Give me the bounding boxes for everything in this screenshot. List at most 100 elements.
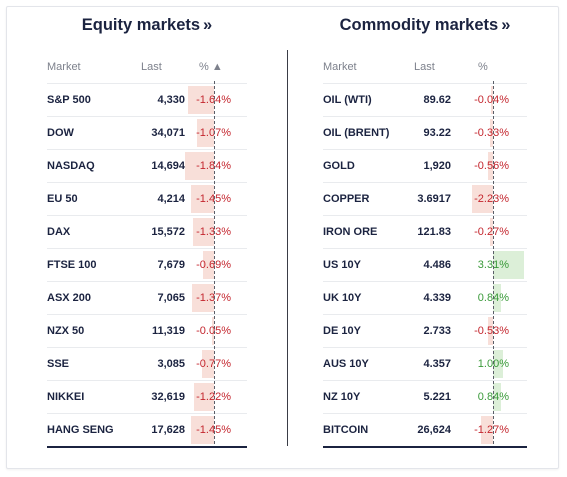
zero-reference-line xyxy=(493,81,494,444)
market-name: GOLD xyxy=(323,160,355,172)
table-row[interactable]: ASX 200 7,065 -1.37% xyxy=(47,281,247,314)
table-row[interactable]: NZ 10Y 5.221 0.84% xyxy=(323,380,527,413)
percent-change: -0.77% xyxy=(196,358,231,370)
change-bar xyxy=(490,218,493,246)
change-bar xyxy=(493,251,525,279)
percent-change: -0.27% xyxy=(474,226,509,238)
market-name: HANG SENG xyxy=(47,424,114,436)
table-row[interactable]: FTSE 100 7,679 -0.69% xyxy=(47,248,247,281)
column-last-header: Last xyxy=(141,61,162,73)
table-row[interactable]: DAX 15,572 -1.33% xyxy=(47,215,247,248)
commodity-markets-link[interactable]: Commodity markets» xyxy=(323,16,527,35)
panel-divider xyxy=(287,50,288,446)
commodity-markets-title: Commodity markets xyxy=(339,16,499,34)
commodity-table-body: OIL (WTI) 89.62 -0.04% OIL (BRENT) 93.22 -0.3… xyxy=(323,81,527,448)
market-name: NZ 10Y xyxy=(323,391,361,403)
market-name: AUS 10Y xyxy=(323,358,369,370)
table-row[interactable]: US 10Y 4.486 3.31% xyxy=(323,248,527,281)
table-row[interactable]: BITCOIN 26,624 -1.27% xyxy=(323,413,527,446)
equity-markets-title: Equity markets xyxy=(81,16,201,34)
change-bar xyxy=(471,185,493,213)
market-name: DAX xyxy=(47,226,71,238)
percent-change: -1.27% xyxy=(474,424,509,436)
column-market-header: Market xyxy=(323,61,357,73)
change-bar xyxy=(491,86,493,114)
percent-change: -0.53% xyxy=(474,325,509,337)
last-value: 26,624 xyxy=(417,424,451,436)
table-row[interactable]: HANG SENG 17,628 -1.45% xyxy=(47,413,247,446)
last-value: 11,319 xyxy=(151,325,185,337)
last-value: 4.357 xyxy=(423,358,451,370)
percent-change: 0.84% xyxy=(477,391,509,403)
market-name: US 10Y xyxy=(323,259,361,271)
commodity-table-header: Market Last % xyxy=(323,53,527,83)
table-row[interactable]: UK 10Y 4.339 0.84% xyxy=(323,281,527,314)
last-value: 32,619 xyxy=(151,391,185,403)
table-row[interactable]: OIL (BRENT) 93.22 -0.33% xyxy=(323,116,527,149)
table-row[interactable]: S&P 500 4,330 -1.64% xyxy=(47,83,247,116)
market-name: OIL (WTI) xyxy=(323,94,372,106)
last-value: 3,085 xyxy=(157,358,185,370)
percent-change: -2.23% xyxy=(474,193,509,205)
last-value: 3.6917 xyxy=(417,193,451,205)
market-name: IRON ORE xyxy=(323,226,378,238)
percent-change: -1.07% xyxy=(196,127,231,139)
market-name: DOW xyxy=(47,127,74,139)
change-bar xyxy=(187,86,214,114)
change-bar xyxy=(489,119,493,147)
change-bar xyxy=(493,383,501,411)
change-bar xyxy=(190,416,214,444)
table-row[interactable]: IRON ORE 121.83 -0.27% xyxy=(323,215,527,248)
table-row[interactable]: OIL (WTI) 89.62 -0.04% xyxy=(323,83,527,116)
last-value: 2.733 xyxy=(423,325,451,337)
table-row[interactable]: DE 10Y 2.733 -0.53% xyxy=(323,314,527,347)
market-name: DE 10Y xyxy=(323,325,361,337)
market-name: ASX 200 xyxy=(47,292,92,304)
last-value: 93.22 xyxy=(423,127,451,139)
table-row[interactable]: SSE 3,085 -0.77% xyxy=(47,347,247,380)
change-bar xyxy=(487,152,493,180)
percent-change: 0.84% xyxy=(477,292,509,304)
last-value: 7,679 xyxy=(157,259,185,271)
percent-change: -1.33% xyxy=(196,226,231,238)
market-name: NASDAQ xyxy=(47,160,95,172)
table-row[interactable]: DOW 34,071 -1.07% xyxy=(47,116,247,149)
percent-change: -0.05% xyxy=(196,325,231,337)
table-row[interactable]: NASDAQ 14,694 -1.84% xyxy=(47,149,247,182)
last-value: 4.339 xyxy=(423,292,451,304)
last-value: 121.83 xyxy=(417,226,451,238)
column-percent-sort-header[interactable]: % ▲ xyxy=(199,61,223,73)
double-chevron-right-icon: » xyxy=(501,16,511,34)
last-value: 4,330 xyxy=(157,94,185,106)
table-row[interactable]: NIKKEI 32,619 -1.22% xyxy=(47,380,247,413)
last-value: 7,065 xyxy=(157,292,185,304)
percent-change: -0.56% xyxy=(474,160,509,172)
change-bar xyxy=(192,218,214,246)
change-bar xyxy=(480,416,493,444)
last-value: 34,071 xyxy=(151,127,185,139)
table-row[interactable]: AUS 10Y 4.357 1.00% xyxy=(323,347,527,380)
last-value: 5.221 xyxy=(423,391,451,403)
table-bottom-rule xyxy=(323,446,527,448)
change-bar xyxy=(190,185,214,213)
table-row[interactable]: GOLD 1,920 -0.56% xyxy=(323,149,527,182)
market-name: SSE xyxy=(47,358,70,370)
market-name: OIL (BRENT) xyxy=(323,127,390,139)
table-row[interactable]: COPPER 3.6917 -2.23% xyxy=(323,182,527,215)
column-percent-header[interactable]: % xyxy=(478,61,488,73)
market-name: BITCOIN xyxy=(323,424,369,436)
last-value: 14,694 xyxy=(151,160,185,172)
percent-change: -1.37% xyxy=(196,292,231,304)
percent-change: 3.31% xyxy=(477,259,509,271)
percent-change: -1.45% xyxy=(196,193,231,205)
table-row[interactable]: EU 50 4,214 -1.45% xyxy=(47,182,247,215)
percent-change: -0.04% xyxy=(474,94,509,106)
last-value: 1,920 xyxy=(423,160,451,172)
change-bar xyxy=(487,317,493,345)
change-bar xyxy=(194,383,214,411)
column-market-header: Market xyxy=(47,61,81,73)
market-name: NZX 50 xyxy=(47,325,85,337)
last-value: 15,572 xyxy=(151,226,185,238)
table-row[interactable]: NZX 50 11,319 -0.05% xyxy=(47,314,247,347)
equity-markets-link[interactable]: Equity markets» xyxy=(47,16,247,35)
